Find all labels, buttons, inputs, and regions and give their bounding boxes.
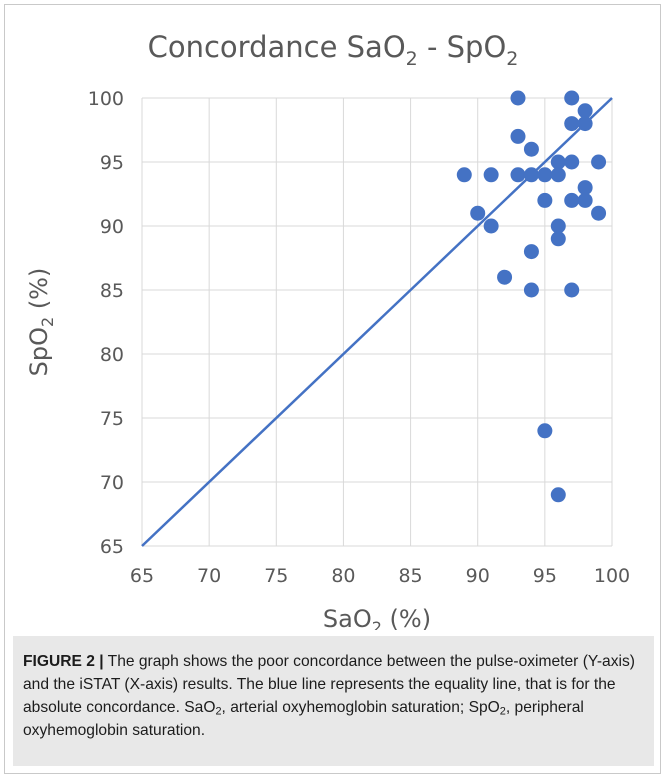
data-point — [550, 487, 566, 503]
y-tick-label: 95 — [100, 152, 124, 174]
data-point — [523, 244, 539, 260]
data-point — [537, 192, 553, 208]
data-point — [483, 167, 499, 183]
chart-title: Concordance SaO2 - SpO2 — [148, 30, 519, 70]
data-point — [564, 90, 580, 106]
data-point — [456, 167, 472, 183]
data-point — [564, 192, 580, 208]
data-point — [550, 231, 566, 247]
data-point — [510, 90, 526, 106]
scatter-chart: Concordance SaO2 - SpO2 65 70 75 80 85 90 95 10… — [25, 30, 630, 630]
x-tick-label: 70 — [197, 565, 221, 587]
caption-text-2: , arterial oxyhemoglobin saturation; SpO — [221, 699, 500, 716]
caption-text-3: , peripheral oxyhemoglobin saturation. — [23, 699, 584, 739]
data-point — [523, 282, 539, 298]
y-tick-label: 75 — [100, 408, 124, 430]
data-point — [470, 205, 486, 221]
data-point — [577, 192, 593, 208]
caption-sub-2: 2 — [499, 705, 506, 718]
x-tick-label: 85 — [398, 565, 422, 587]
x-tick-label: 65 — [130, 565, 154, 587]
x-tick-label: 80 — [331, 565, 355, 587]
data-point — [550, 218, 566, 234]
y-axis-label: SpO2 (%) — [25, 268, 57, 377]
data-point — [550, 167, 566, 183]
x-axis-label: SaO2 (%) — [323, 605, 431, 630]
x-tick-label: 100 — [594, 565, 630, 587]
figure-caption: FIGURE 2 | The graph shows the poor conc… — [13, 636, 654, 766]
caption-label: FIGURE 2 | — [23, 653, 104, 670]
data-point — [564, 116, 580, 132]
data-point — [591, 154, 607, 170]
tick-labels: 65 70 75 80 85 90 95 100 65 70 75 80 85 90 95 100 — [88, 88, 630, 587]
data-point — [550, 154, 566, 170]
x-tick-label: 95 — [533, 565, 557, 587]
data-point — [591, 205, 607, 221]
x-tick-label: 90 — [466, 565, 490, 587]
caption-sub-1: 2 — [215, 705, 222, 718]
data-points — [456, 90, 607, 503]
caption-text-1: The graph shows the poor concordance bet… — [23, 653, 635, 716]
data-point — [483, 218, 499, 234]
y-tick-label: 80 — [100, 344, 124, 366]
data-point — [523, 167, 539, 183]
data-point — [537, 167, 553, 183]
data-point — [510, 167, 526, 183]
data-point — [523, 141, 539, 157]
equality-line-group — [141, 97, 613, 547]
data-point — [577, 116, 593, 132]
y-tick-label: 70 — [100, 472, 124, 494]
data-point — [577, 180, 593, 196]
equality-line — [141, 97, 613, 547]
data-point — [564, 154, 580, 170]
data-point — [577, 103, 593, 119]
gridlines — [141, 97, 613, 547]
data-point — [510, 128, 526, 144]
y-tick-label: 65 — [100, 536, 124, 558]
data-point — [497, 269, 513, 285]
data-point — [537, 423, 553, 439]
x-tick-label: 75 — [264, 565, 288, 587]
data-point — [564, 282, 580, 298]
y-tick-label: 85 — [100, 280, 124, 302]
y-tick-label: 100 — [88, 88, 124, 110]
y-tick-label: 90 — [100, 216, 124, 238]
